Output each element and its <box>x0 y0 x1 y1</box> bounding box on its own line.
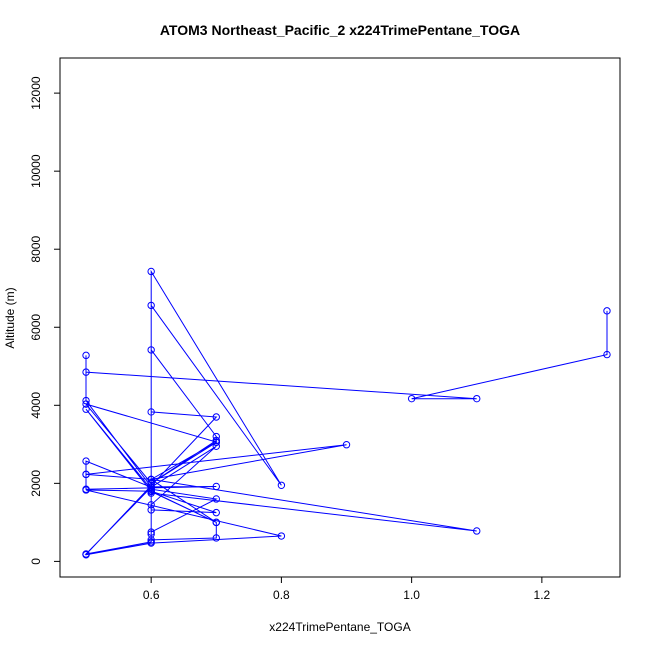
x-axis-label: x224TrimePentane_TOGA <box>269 620 410 634</box>
plot-frame <box>59 57 621 578</box>
data-point <box>603 307 611 315</box>
data-point <box>277 481 286 489</box>
data-point <box>212 534 220 542</box>
data-point <box>82 400 90 408</box>
data-point <box>212 413 220 421</box>
data-point <box>212 432 220 441</box>
data-point <box>147 479 155 488</box>
chart-title: ATOM3 Northeast_Pacific_2 x224TrimePenta… <box>160 22 520 38</box>
data-point <box>82 396 90 405</box>
data-point <box>147 501 155 509</box>
data-point <box>473 527 481 535</box>
data-point <box>82 551 90 559</box>
data-point <box>212 482 220 491</box>
data-point <box>147 408 155 416</box>
data-point <box>407 394 416 403</box>
data-point <box>147 530 155 538</box>
y-tick-label: 12000 <box>29 76 43 110</box>
data-point <box>82 457 90 465</box>
data-point <box>147 346 155 354</box>
x-tick-label: 0.6 <box>143 588 160 602</box>
series-layer <box>82 267 611 559</box>
x-tick-label: 1.0 <box>403 588 420 602</box>
data-point <box>82 405 90 413</box>
data-point <box>147 267 155 276</box>
y-tick-label: 10000 <box>29 154 43 188</box>
data-point <box>212 442 220 450</box>
x-tick-label: 0.8 <box>273 588 290 602</box>
data-point <box>342 441 351 449</box>
data-point <box>147 536 155 544</box>
data-point <box>147 483 155 491</box>
data-point <box>147 489 155 497</box>
y-tick-label: 6000 <box>29 314 43 341</box>
x-axis: 0.6 0.8 1.0 1.2 <box>143 576 551 602</box>
y-tick-label: 0 <box>29 558 43 565</box>
data-point <box>147 475 155 484</box>
y-axis-label: Altitude (m) <box>3 287 17 348</box>
data-point <box>147 485 155 493</box>
data-point <box>147 301 155 310</box>
data-point <box>82 470 90 479</box>
y-axis: 0 2000 4000 6000 8000 10000 12000 <box>29 76 61 565</box>
data-point <box>212 436 220 445</box>
data-point <box>82 486 90 494</box>
data-point <box>147 528 155 536</box>
y-tick-label: 8000 <box>29 236 43 263</box>
data-point <box>212 508 220 517</box>
data-point <box>473 394 481 403</box>
data-point <box>212 518 220 527</box>
x-tick-label: 1.2 <box>534 588 551 602</box>
data-point <box>603 350 611 359</box>
data-point <box>147 539 155 547</box>
data-point <box>82 351 90 360</box>
y-tick-label: 2000 <box>29 470 43 497</box>
series-line <box>84 269 608 556</box>
data-point <box>212 495 220 503</box>
data-point <box>147 487 155 495</box>
data-point <box>82 368 90 376</box>
y-tick-label: 4000 <box>29 392 43 419</box>
data-point <box>147 506 155 514</box>
data-point <box>277 532 286 540</box>
